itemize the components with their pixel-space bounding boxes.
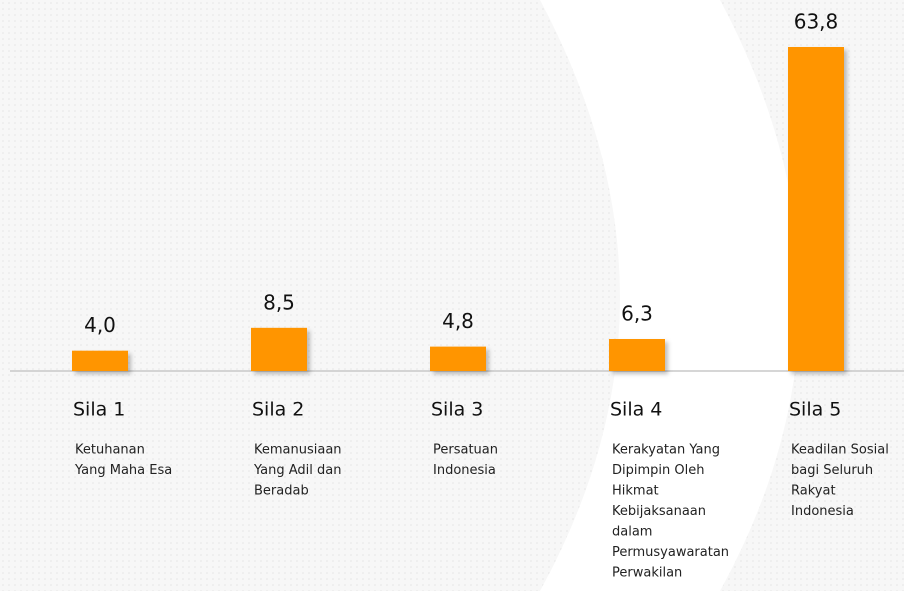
category-label: Sila 3 xyxy=(431,399,483,421)
category-description: Rakyat xyxy=(791,484,836,499)
category-label: Sila 4 xyxy=(610,399,662,421)
category-description: Kebijaksanaan xyxy=(612,504,706,519)
category-description: Indonesia xyxy=(433,463,496,478)
category-description: Perwakilan xyxy=(612,566,682,581)
category-label: Sila 2 xyxy=(252,399,304,421)
category-description: Persatuan xyxy=(433,443,498,458)
value-label: 63,8 xyxy=(794,10,839,34)
category-description: Kemanusiaan xyxy=(254,443,342,458)
category-description: Keadilan Sosial xyxy=(791,443,889,458)
bar xyxy=(788,47,844,371)
category-description: Yang Adil dan xyxy=(253,463,341,478)
category-description: Beradab xyxy=(254,484,309,499)
value-label: 4,8 xyxy=(442,309,474,333)
category-description: Permusyawaratan xyxy=(612,545,729,560)
category-description: Ketuhanan xyxy=(75,443,145,458)
category-description: Kerakyatan Yang xyxy=(612,443,720,458)
background-arc xyxy=(540,0,800,591)
category-description: dalam xyxy=(612,525,652,540)
bar xyxy=(251,327,307,371)
bar xyxy=(72,350,128,371)
category-label: Sila 1 xyxy=(73,399,125,421)
category-description: bagi Seluruh xyxy=(791,463,873,478)
bar xyxy=(430,346,486,371)
category-label: Sila 5 xyxy=(789,399,841,421)
category-description: Indonesia xyxy=(791,504,854,519)
bar xyxy=(609,339,665,371)
value-label: 8,5 xyxy=(263,290,295,314)
value-label: 4,0 xyxy=(84,313,116,337)
category-description: Hikmat xyxy=(612,484,659,499)
category-description: Yang Maha Esa xyxy=(74,463,172,478)
category-description: Dipimpin Oleh xyxy=(612,463,704,478)
value-label: 6,3 xyxy=(621,302,653,326)
